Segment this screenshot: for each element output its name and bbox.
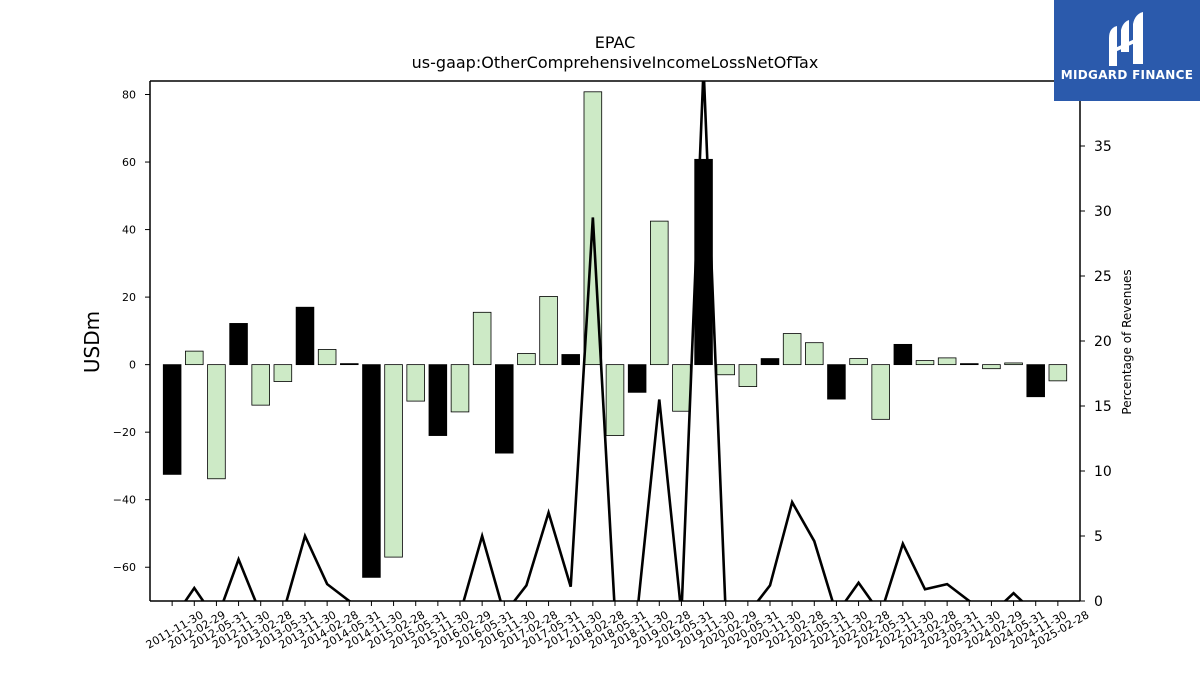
- bars-group: [162, 91, 1068, 578]
- midgard-logo-icon: [1109, 12, 1143, 66]
- y2-tick-label: 5: [1094, 529, 1103, 545]
- bar-2021-11-30: [827, 364, 846, 400]
- bar-2020-02-29: [716, 364, 735, 376]
- y-tick-label: −20: [113, 426, 136, 439]
- y2-tick-label: 0: [1094, 594, 1103, 610]
- y2-tick-label: 30: [1094, 204, 1112, 220]
- y2-tick-label: 10: [1094, 464, 1112, 480]
- y-tick-label: −60: [113, 561, 136, 574]
- bar-2012-05-31: [207, 364, 226, 480]
- bar-2020-05-31: [738, 364, 758, 387]
- y2-tick-label: 15: [1094, 399, 1112, 415]
- bar-2016-02-29: [450, 364, 470, 413]
- y2-axis-label: Percentage of Revenues: [1120, 269, 1134, 414]
- bar-2017-11-30: [561, 354, 580, 366]
- bar-2024-11-30: [1026, 364, 1045, 398]
- line-group: [183, 81, 1024, 601]
- bar-2015-05-31: [406, 364, 425, 402]
- bar-2014-02-28: [317, 349, 337, 366]
- bar-2024-02-29: [982, 364, 1001, 370]
- y2-tick-label: 25: [1094, 269, 1112, 285]
- bar-2021-02-28: [782, 333, 802, 366]
- bar-2012-02-29: [185, 350, 204, 366]
- bar-2013-02-28: [251, 364, 270, 406]
- bar-2016-05-31: [472, 311, 492, 366]
- bar-2022-11-30: [893, 343, 913, 366]
- bar-2018-11-30: [627, 364, 647, 393]
- y2-tick-label: 35: [1094, 139, 1112, 155]
- bar-2013-05-31: [273, 364, 293, 382]
- y-tick-label: −40: [113, 494, 136, 507]
- bar-2019-05-31: [672, 364, 691, 412]
- y-tick-label: 0: [129, 359, 136, 372]
- bar-2011-11-30: [162, 364, 182, 475]
- bar-2021-05-31: [805, 342, 824, 366]
- bar-2012-11-30: [229, 323, 248, 366]
- bar-2016-11-30: [495, 364, 514, 454]
- bar-2022-02-28: [849, 358, 868, 366]
- bar-2015-11-30: [428, 364, 448, 436]
- bar-2014-11-30: [362, 364, 381, 578]
- bar-2019-02-28: [650, 220, 669, 366]
- y-tick-label: 80: [122, 89, 136, 102]
- y2-tick-label: 20: [1094, 334, 1112, 350]
- bar-2017-05-31: [539, 296, 558, 366]
- axes-group: 806040200−20−40−60051015202530352011-11-…: [113, 80, 1112, 652]
- revenue-pct-line: [183, 81, 1024, 601]
- bar-2014-05-31: [340, 363, 359, 366]
- chart-subtitle: us-gaap:OtherComprehensiveIncomeLossNetO…: [412, 53, 819, 72]
- bar-2018-05-31: [605, 364, 625, 436]
- bar-2024-05-31: [1004, 362, 1023, 366]
- logo-text: MIDGARD FINANCE: [1060, 68, 1194, 82]
- bar-2023-11-30: [960, 363, 979, 366]
- chart-title: EPAC: [595, 33, 636, 52]
- bar-2020-11-30: [760, 358, 780, 366]
- bar-2017-02-28: [517, 353, 536, 366]
- bar-2015-02-28: [384, 364, 403, 558]
- y-tick-label: 60: [122, 156, 136, 169]
- bar-2023-05-31: [937, 357, 957, 366]
- y-tick-label: 20: [122, 291, 136, 304]
- bar-2022-05-31: [871, 364, 890, 420]
- bar-2023-02-28: [915, 360, 935, 366]
- y-tick-label: 40: [122, 224, 136, 237]
- y-axis-label: USDm: [80, 311, 104, 373]
- bar-2025-02-28: [1048, 364, 1068, 382]
- bar-2013-11-30: [295, 306, 315, 366]
- midgard-finance-logo: MIDGARD FINANCE: [1054, 0, 1200, 101]
